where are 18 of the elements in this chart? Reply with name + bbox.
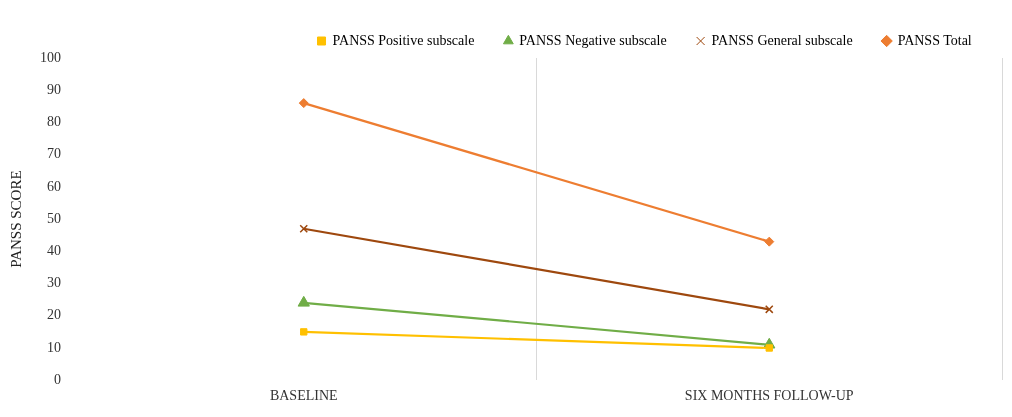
y-tick-label: 10 (47, 339, 61, 355)
legend-label: PANSS Positive subscale (332, 32, 475, 48)
y-tick-label: 100 (40, 49, 61, 65)
y-tick-label: 0 (54, 371, 61, 387)
y-axis-title: PANSS SCORE (7, 170, 24, 268)
legend-label: PANSS Total (897, 32, 972, 48)
y-tick-label: 70 (47, 146, 61, 162)
x-tick-label: BASELINE (269, 388, 338, 404)
y-tick-label: 20 (47, 307, 61, 323)
y-tick-label: 60 (47, 178, 61, 194)
x-tick-label: SIX MONTHS FOLLOW-UP (684, 388, 854, 404)
y-tick-label: 80 (47, 114, 61, 130)
y-tick-label: 30 (47, 275, 61, 291)
legend-label: PANSS General subscale (711, 32, 853, 48)
y-tick-label: 40 (47, 242, 61, 258)
y-tick-label: 90 (47, 81, 61, 97)
legend-label: PANSS Negative subscale (519, 32, 667, 48)
y-tick-label: 50 (47, 210, 61, 226)
